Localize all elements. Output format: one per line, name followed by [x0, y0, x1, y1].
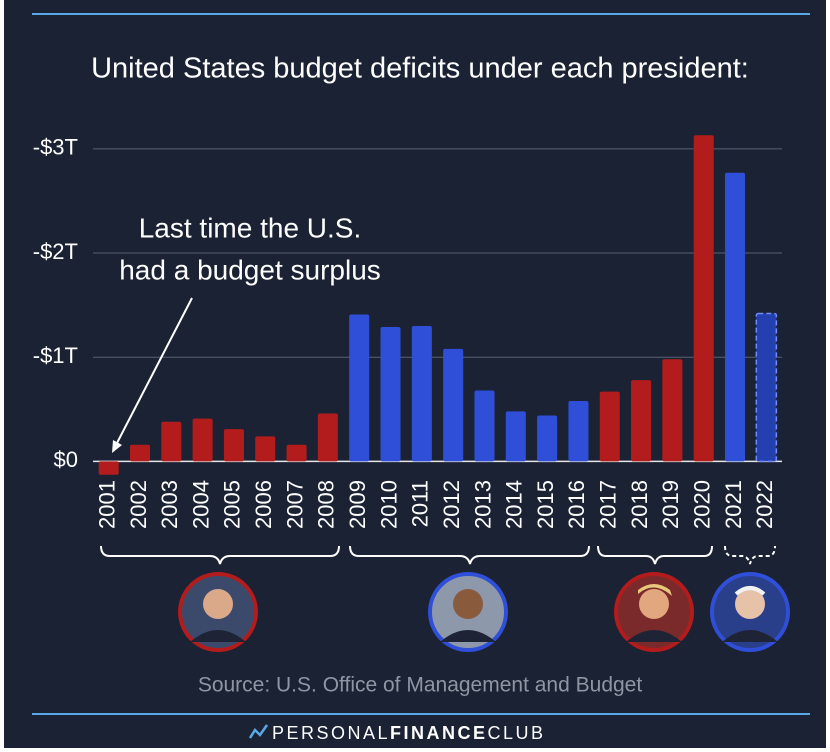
bar: [161, 421, 182, 462]
arrow-head: [112, 440, 122, 453]
x-tick-label: 2001: [94, 480, 119, 529]
bar: [599, 391, 620, 462]
annotation: Last time the U.S.: [139, 212, 362, 243]
bar: [192, 418, 213, 462]
bar: [98, 461, 119, 475]
x-tick-label: 2002: [126, 480, 151, 529]
footer-brand: PERSONALFINANCECLUB: [272, 723, 546, 743]
y-tick-label: -$3T: [33, 135, 78, 160]
x-tick-label: 2012: [439, 480, 464, 529]
x-tick-label: 2020: [690, 480, 715, 529]
x-tick-label: 2016: [564, 480, 589, 529]
bar: [129, 444, 150, 462]
y-tick-label: -$1T: [33, 343, 78, 368]
footer-word: CLUB: [488, 723, 546, 743]
x-tick-label: 2005: [220, 480, 245, 529]
brace: [724, 545, 776, 565]
y-tick-label: $0: [54, 447, 78, 472]
x-tick-label: 2022: [752, 480, 777, 529]
bar: [317, 413, 338, 462]
bar: [443, 348, 464, 462]
x-tick-label: 2011: [408, 480, 433, 527]
brace: [597, 545, 713, 565]
x-tick-label: 2018: [627, 480, 652, 529]
footer-word: FINANCE: [390, 723, 488, 743]
bar: [286, 444, 307, 462]
x-tick-label: 2010: [376, 480, 401, 529]
bar: [255, 436, 276, 462]
logo-icon: [248, 724, 269, 739]
portraits: [178, 572, 790, 652]
braces: [100, 545, 776, 565]
brace: [349, 545, 590, 565]
bar: [223, 429, 244, 462]
bar: [505, 411, 526, 462]
x-tick-label: 2021: [721, 480, 746, 529]
annotation: had a budget surplus: [119, 254, 381, 285]
portrait: [428, 572, 508, 652]
bar: [662, 359, 683, 462]
bar: [474, 390, 495, 462]
x-tick-label: 2013: [470, 480, 495, 529]
brace: [100, 545, 340, 565]
portrait: [614, 572, 694, 652]
bar: [411, 325, 432, 462]
bar: [755, 312, 778, 463]
x-tick-label: 2009: [345, 480, 370, 529]
bar: [537, 415, 558, 462]
bar: [725, 172, 746, 462]
portrait: [178, 572, 258, 652]
x-tick-label: 2008: [314, 480, 339, 529]
bar: [631, 380, 652, 462]
x-tick-label: 2007: [282, 480, 307, 529]
y-tick-label: -$2T: [33, 239, 78, 264]
bar: [693, 135, 714, 462]
x-tick-label: 2004: [188, 480, 213, 529]
x-tick-label: 2017: [596, 480, 621, 529]
footer-word: PERSONAL: [272, 723, 390, 743]
annotation-arrow: [116, 297, 193, 444]
x-tick-label: 2003: [157, 480, 182, 529]
source: Source: U.S. Office of Management and Bu…: [198, 674, 643, 697]
logo: PERSONALFINANCECLUB: [248, 723, 546, 743]
chart-title: United States budget deficits under each…: [91, 53, 749, 85]
x-tick-label: 2015: [533, 480, 558, 529]
bar: [380, 326, 401, 462]
x-tick-label: 2006: [251, 480, 276, 529]
x-tick-label: 2014: [502, 480, 527, 529]
bar: [568, 400, 589, 462]
portrait: [710, 572, 790, 652]
x-tick-label: 2019: [658, 480, 683, 529]
bar: [349, 314, 370, 462]
